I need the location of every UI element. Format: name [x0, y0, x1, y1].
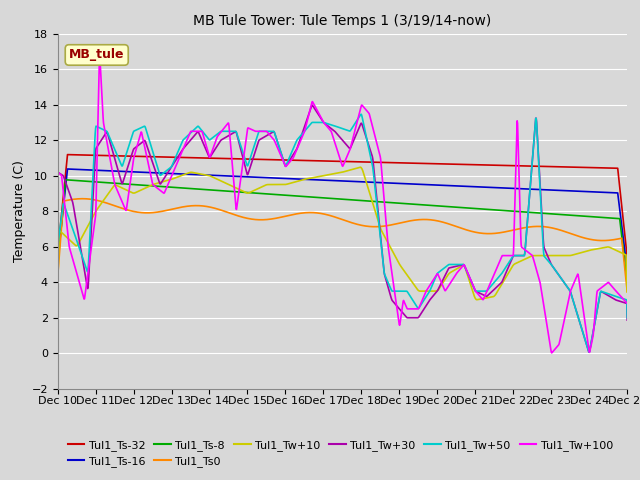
Y-axis label: Temperature (C): Temperature (C): [13, 160, 26, 262]
Text: MB_tule: MB_tule: [69, 48, 125, 61]
Legend: Tul1_Ts-32, Tul1_Ts-16, Tul1_Ts-8, Tul1_Ts0, Tul1_Tw+10, Tul1_Tw+30, Tul1_Tw+50,: Tul1_Ts-32, Tul1_Ts-16, Tul1_Ts-8, Tul1_…: [63, 435, 618, 471]
Title: MB Tule Tower: Tule Temps 1 (3/19/14-now): MB Tule Tower: Tule Temps 1 (3/19/14-now…: [193, 14, 492, 28]
